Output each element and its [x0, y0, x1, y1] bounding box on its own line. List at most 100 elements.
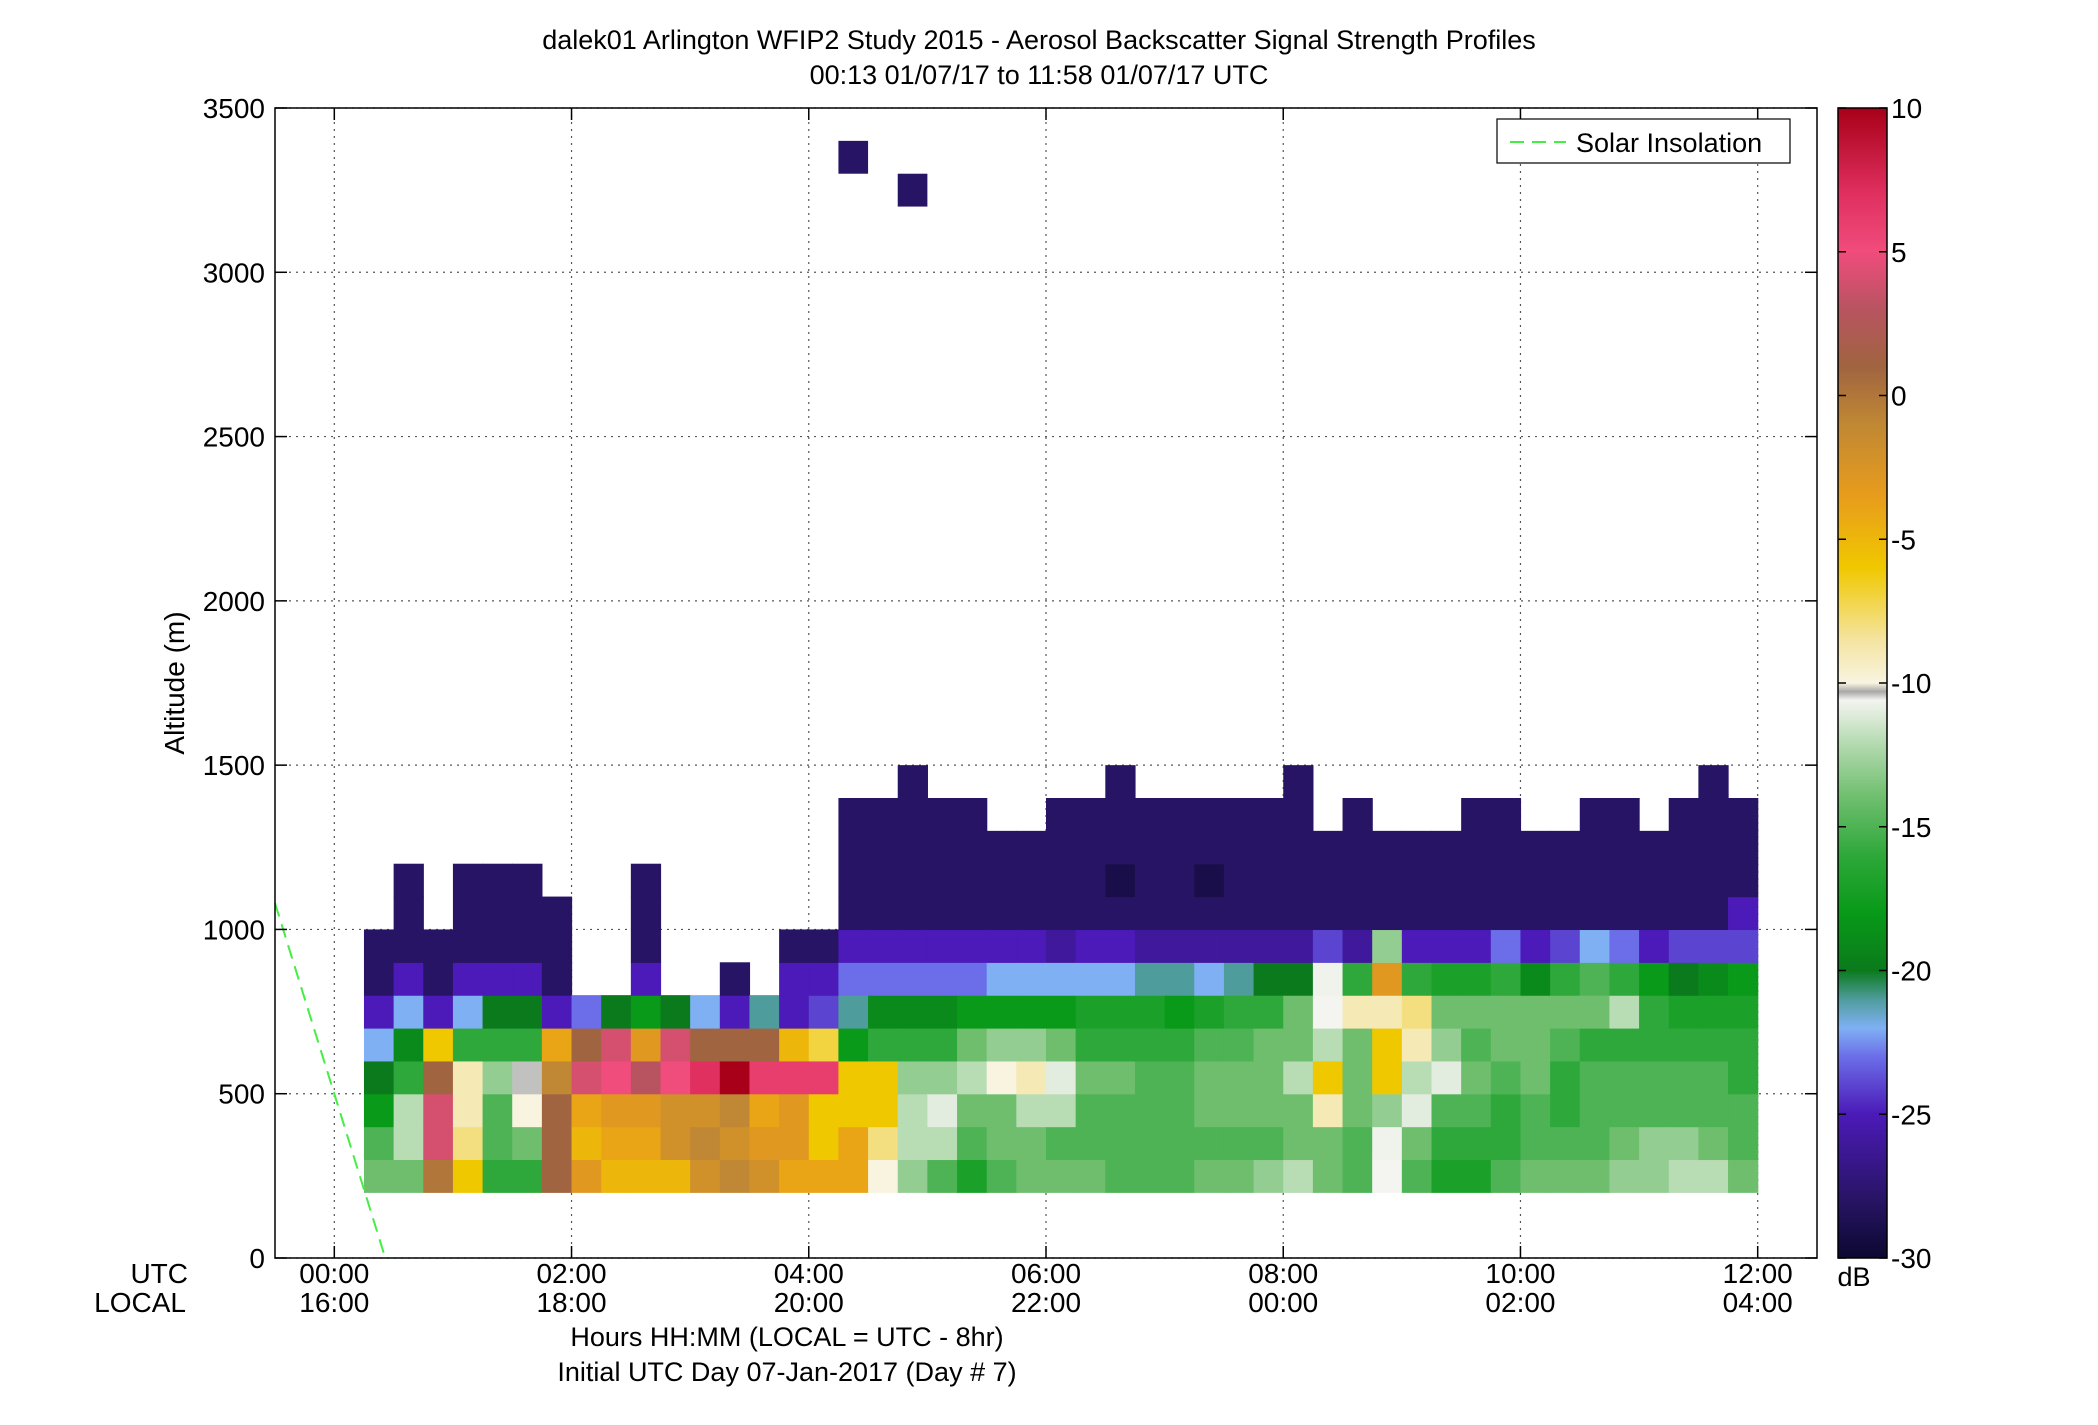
- heatmap-cell: [601, 1028, 632, 1062]
- heatmap-cell: [986, 1093, 1017, 1128]
- heatmap-cell: [363, 995, 395, 1029]
- heatmap-cell: [1075, 798, 1106, 832]
- legend: Solar Insolation: [1496, 118, 1791, 164]
- heatmap-cell: [986, 995, 1017, 1029]
- heatmap-cell: [630, 1028, 662, 1062]
- y-tick-label: 500: [218, 1079, 265, 1110]
- heatmap-cell: [1639, 1126, 1670, 1161]
- heatmap-cell: [1253, 962, 1284, 996]
- heatmap-cell: [1639, 1060, 1670, 1095]
- heatmap-cell: [1550, 995, 1581, 1029]
- heatmap-cell: [1194, 798, 1225, 832]
- heatmap-cell: [1461, 1028, 1492, 1062]
- heatmap-cell: [1372, 1093, 1403, 1128]
- heatmap-cell: [1461, 995, 1492, 1029]
- y-tick-label: 3500: [203, 93, 265, 124]
- y-tick-label: 3000: [203, 257, 265, 288]
- heatmap-cell: [1728, 1126, 1759, 1161]
- heatmap-cell: [1046, 995, 1077, 1029]
- heatmap-cell: [927, 1159, 958, 1193]
- heatmap-cell: [630, 1060, 662, 1095]
- heatmap-cell: [868, 995, 899, 1029]
- chart-title: dalek01 Arlington WFIP2 Study 2015 - Aer…: [542, 25, 1536, 55]
- heatmap-cell: [1342, 1093, 1373, 1128]
- x-tick-label-local: 22:00: [1011, 1287, 1081, 1318]
- heatmap-cell: [630, 896, 662, 931]
- heatmap-cell: [838, 863, 869, 898]
- heatmap-cell: [719, 1028, 751, 1062]
- heatmap-cell: [1698, 1060, 1729, 1095]
- heatmap-cell: [1609, 995, 1640, 1029]
- heatmap-cell: [1550, 929, 1581, 963]
- heatmap-cell: [512, 1126, 543, 1161]
- heatmap-cell: [1105, 995, 1136, 1029]
- heatmap-cell: [1728, 830, 1759, 865]
- heatmap-cell: [452, 1028, 484, 1062]
- heatmap-cell: [1490, 962, 1522, 996]
- x-tick-label-utc: 04:00: [774, 1258, 844, 1289]
- heatmap-cell: [630, 863, 662, 898]
- heatmap-cell: [1668, 929, 1699, 963]
- heatmap-cell: [1134, 1093, 1166, 1128]
- heatmap-cell: [1639, 962, 1670, 996]
- heatmap-cell: [1016, 1093, 1047, 1128]
- heatmap-cell: [1579, 798, 1611, 832]
- heatmap-cell: [1728, 962, 1759, 996]
- heatmap-cell: [1075, 929, 1106, 963]
- x-tick-label-utc: 12:00: [1723, 1258, 1793, 1289]
- heatmap-cell: [1134, 830, 1166, 865]
- heatmap-cell: [1105, 863, 1136, 898]
- heatmap-cell: [719, 1126, 751, 1161]
- heatmap-cell: [512, 1060, 543, 1095]
- heatmap-cell: [1105, 1060, 1136, 1095]
- heatmap-cell: [393, 1093, 424, 1128]
- heatmap-cell: [1728, 896, 1759, 931]
- x-tick-label-utc: 02:00: [536, 1258, 606, 1289]
- heatmap-cell: [1520, 929, 1551, 963]
- heatmap-cell: [1609, 962, 1640, 996]
- x-row-label-utc: UTC: [130, 1258, 188, 1289]
- heatmap-cell: [1283, 1093, 1314, 1128]
- heatmap-cell: [868, 798, 899, 832]
- heatmap-cell: [541, 995, 573, 1029]
- heatmap-cell: [452, 863, 484, 898]
- heatmap-cell: [1283, 765, 1314, 799]
- heatmap-cell: [1164, 929, 1195, 963]
- heatmap-cell: [1490, 1028, 1522, 1062]
- heatmap-cell: [1431, 1159, 1462, 1193]
- heatmap-cells: [363, 140, 1759, 1193]
- heatmap-cell: [393, 1060, 424, 1095]
- heatmap-cell: [1253, 995, 1284, 1029]
- heatmap-cell: [1283, 962, 1314, 996]
- heatmap-cell: [838, 962, 869, 996]
- heatmap-cell: [541, 896, 573, 931]
- heatmap-cell: [541, 962, 573, 996]
- axis-ticks: 050010001500200025003000350000:0016:0002…: [203, 93, 1817, 1318]
- heatmap-cell: [1223, 1028, 1255, 1062]
- heatmap-cell: [1550, 1060, 1581, 1095]
- heatmap-cell: [1075, 962, 1106, 996]
- heatmap-cell: [601, 1126, 632, 1161]
- heatmap-cell: [482, 995, 513, 1029]
- heatmap-cell: [897, 1126, 928, 1161]
- heatmap-cell: [1046, 1060, 1077, 1095]
- heatmap-cell: [1164, 1093, 1195, 1128]
- heatmap-cell: [1075, 995, 1106, 1029]
- heatmap-cell: [1342, 1126, 1373, 1161]
- heatmap-cell: [1046, 896, 1077, 931]
- heatmap-cell: [957, 830, 988, 865]
- heatmap-cell: [1164, 1060, 1195, 1095]
- heatmap-cell: [1194, 1159, 1225, 1193]
- heatmap-cell: [1194, 1060, 1225, 1095]
- x-row-label-local: LOCAL: [94, 1287, 186, 1318]
- heatmap-cell: [1283, 798, 1314, 832]
- heatmap-cell: [838, 1060, 869, 1095]
- colorbar-gradient: [1837, 107, 1888, 1259]
- heatmap-cell: [1401, 1028, 1433, 1062]
- heatmap-cell: [1698, 962, 1729, 996]
- heatmap-cell: [541, 1028, 573, 1062]
- heatmap-cell: [1372, 929, 1403, 963]
- heatmap-cell: [927, 1060, 958, 1095]
- heatmap-cell: [512, 1093, 543, 1128]
- heatmap-cell: [1342, 962, 1373, 996]
